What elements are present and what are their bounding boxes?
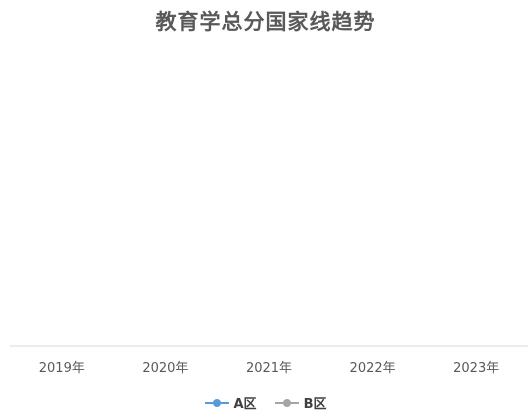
legend-label-b: B区 bbox=[303, 397, 327, 412]
x-tick-label: 2019年 bbox=[39, 361, 85, 376]
x-tick-label: 2021年 bbox=[246, 361, 292, 376]
legend-item-b[interactable]: B区 bbox=[274, 393, 327, 412]
x-tick-label: 2022年 bbox=[350, 361, 396, 376]
legend-label-a: A区 bbox=[233, 397, 257, 412]
legend-item-a[interactable]: A区 bbox=[204, 393, 257, 412]
chart-title: 教育学总分国家线趋势 bbox=[155, 9, 376, 34]
legend-swatch-a bbox=[204, 398, 229, 408]
chart-legend: A区 B区 bbox=[0, 393, 531, 412]
legend-swatch-b bbox=[274, 398, 299, 408]
x-tick-label: 2020年 bbox=[142, 361, 188, 376]
x-tick-label: 2023年 bbox=[453, 361, 499, 376]
